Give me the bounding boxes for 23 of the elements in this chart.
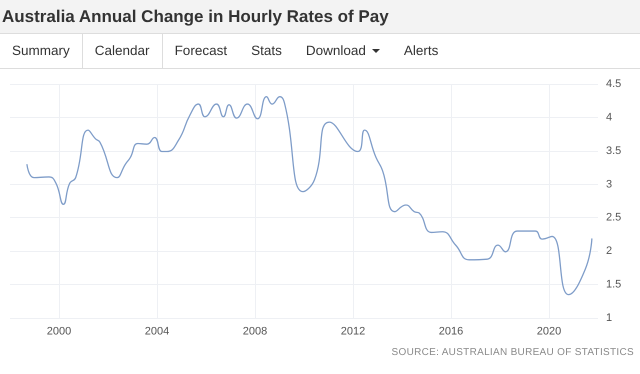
x-tick-label: 2020 — [536, 326, 562, 338]
x-tick-label: 2008 — [242, 326, 268, 338]
y-tick-label: 4 — [606, 111, 612, 124]
line-series — [26, 96, 593, 296]
x-tick-label: 2012 — [340, 326, 366, 338]
x-tick-label: 2000 — [46, 326, 72, 338]
text: Calendar — [94, 42, 150, 60]
y-tick-label: 4.5 — [606, 78, 622, 90]
y-tick-label: 1.5 — [606, 278, 622, 291]
y-tick-label: 2.5 — [606, 212, 622, 224]
source-note: SOURCE: AUSTRALIAN BUREAU OF STATISTICS — [392, 347, 634, 358]
y-tick-label: 2 — [606, 245, 612, 258]
text: Alerts — [404, 42, 438, 60]
text: Stats — [251, 42, 282, 60]
text: Summary — [12, 42, 70, 60]
y-tick-label: 3 — [606, 178, 612, 190]
x-tick-label: 2004 — [144, 326, 170, 338]
y-tick-label: 1 — [606, 312, 612, 324]
text: Download — [306, 42, 366, 60]
text: Forecast — [174, 42, 228, 60]
chart-title: Australia Annual Change in Hourly Rates of Pay — [0, 0, 640, 33]
x-tick-label: 2016 — [438, 326, 464, 338]
y-tick-label: 3.5 — [606, 144, 622, 157]
